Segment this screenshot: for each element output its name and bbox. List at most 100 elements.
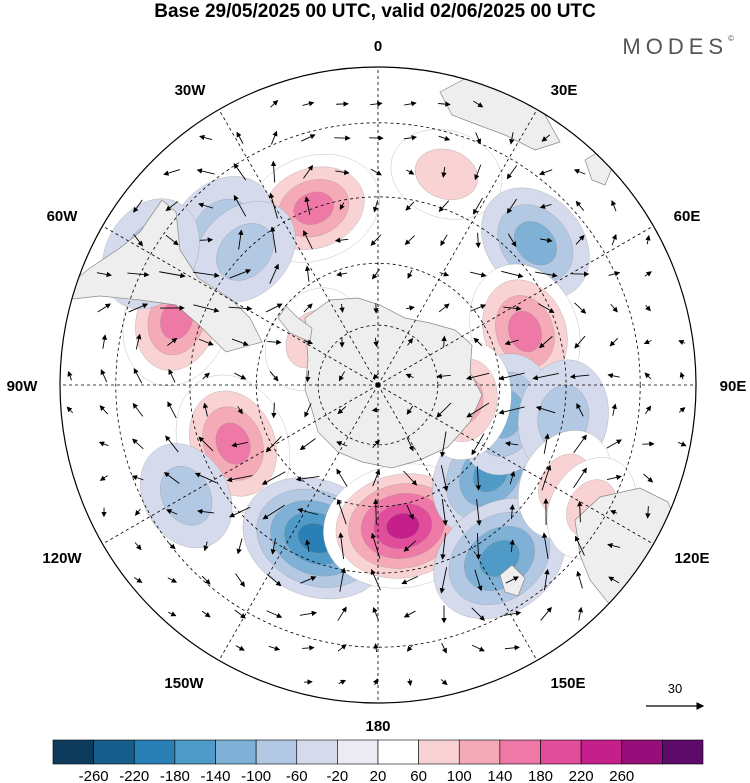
- wind-vector: [236, 131, 244, 144]
- reference-vector: 30: [646, 681, 705, 710]
- wind-vector: [269, 192, 278, 219]
- lon-label-30w: 30W: [175, 82, 207, 99]
- wind-vector: [373, 643, 379, 653]
- wind-vector: [163, 471, 180, 484]
- wind-vector: [436, 373, 451, 379]
- colorbar-swatch: [93, 739, 135, 765]
- madagascar: [584, 151, 613, 186]
- wind-vector: [198, 338, 214, 346]
- wind-vector: [199, 134, 213, 141]
- wind-vector: [373, 498, 379, 525]
- wind-vector: [406, 644, 413, 652]
- wind-vector: [473, 337, 483, 347]
- wind-vector: [440, 533, 446, 560]
- colorbar-swatch: [215, 739, 257, 765]
- wind-vector: [303, 303, 313, 313]
- wind-vector: [133, 233, 143, 247]
- wind-vector: [504, 441, 519, 447]
- wind-vector: [440, 465, 449, 492]
- wind-vector: [229, 506, 251, 518]
- colorbar-tick-label: 260: [609, 768, 634, 783]
- wind-vector: [270, 100, 279, 108]
- wind-vector: [498, 406, 525, 415]
- wind-vector: [504, 645, 520, 651]
- new-zealand: [499, 564, 526, 597]
- colorbar-swatch: [499, 739, 541, 765]
- wind-vector: [532, 373, 559, 381]
- wind-vector: [237, 406, 243, 415]
- wind-vector: [540, 606, 552, 621]
- wind-vector: [135, 333, 142, 350]
- meridian-line: [377, 384, 654, 545]
- wind-vector: [678, 407, 686, 413]
- wind-vector: [336, 498, 347, 525]
- wind-vector: [101, 334, 108, 349]
- wind-vector: [268, 645, 281, 651]
- lon-label-120w: 120W: [42, 550, 82, 567]
- wind-vector: [262, 504, 285, 520]
- wind-vector: [540, 237, 553, 243]
- wind-vector: [607, 542, 621, 549]
- wind-vector: [471, 433, 485, 456]
- wind-vector: [134, 508, 141, 516]
- wind-vector: [198, 202, 214, 209]
- wind-vector: [576, 402, 584, 417]
- wind-vector: [235, 573, 245, 588]
- lon-label-90w: 90W: [7, 378, 39, 395]
- wind-vector: [167, 401, 177, 419]
- colorbar-swatch: [52, 739, 94, 765]
- wind-vector: [199, 237, 214, 243]
- wind-vector: [438, 200, 450, 213]
- wind-vector: [235, 645, 245, 651]
- wind-vector: [226, 475, 253, 483]
- wind-vector: [234, 372, 247, 380]
- wind-vector: [573, 434, 587, 454]
- wind-vector: [678, 340, 686, 345]
- wind-vector: [543, 433, 550, 454]
- wind-vector: [407, 269, 413, 279]
- wind-vector: [573, 467, 587, 488]
- anomaly-contour: [293, 191, 334, 225]
- wind-vector: [609, 337, 619, 347]
- wind-vector: [202, 372, 210, 380]
- wind-vector: [401, 575, 419, 585]
- lon-label-90e: 90E: [720, 378, 747, 395]
- australia: [574, 487, 681, 606]
- colorbar-swatch: [621, 739, 663, 765]
- wind-vector: [498, 372, 525, 381]
- wind-vector: [535, 271, 558, 278]
- wind-vector: [407, 678, 413, 687]
- wind-vector: [406, 169, 415, 175]
- wind-vector: [577, 500, 583, 523]
- wind-vector: [99, 405, 109, 415]
- colorbar-swatch: [296, 739, 338, 765]
- wind-vector: [475, 132, 482, 145]
- antarctic-peninsula: [277, 305, 313, 343]
- wind-vector: [66, 406, 74, 414]
- wind-vector: [98, 441, 109, 447]
- wind-vector: [234, 609, 246, 619]
- wind-vector: [166, 509, 178, 515]
- wind-vector: [203, 541, 209, 552]
- wind-vector: [441, 642, 447, 654]
- wind-vector: [270, 226, 277, 253]
- wind-vector: [159, 271, 186, 279]
- wind-vector: [405, 373, 414, 379]
- colorbar-tick-label: 20: [370, 768, 387, 783]
- wind-vector: [305, 539, 311, 552]
- wind-vector: [440, 431, 447, 458]
- wind-vector: [370, 168, 382, 176]
- wind-vector: [168, 611, 177, 617]
- wind-vector: [304, 403, 312, 418]
- wind-vector: [337, 644, 347, 652]
- wind-vector: [165, 201, 179, 212]
- colorbar: -260 -220 -180 -140 -100 -60 -20 20 60 100 140 180 2…: [52, 739, 704, 783]
- wind-vector: [466, 402, 490, 418]
- wind-vector: [503, 305, 522, 312]
- wind-vector: [607, 373, 620, 379]
- wind-vector: [228, 305, 253, 312]
- reference-vector-label: 30: [668, 681, 682, 696]
- colorbar-swatch: [540, 739, 582, 765]
- lon-label-30e: 30E: [551, 82, 578, 99]
